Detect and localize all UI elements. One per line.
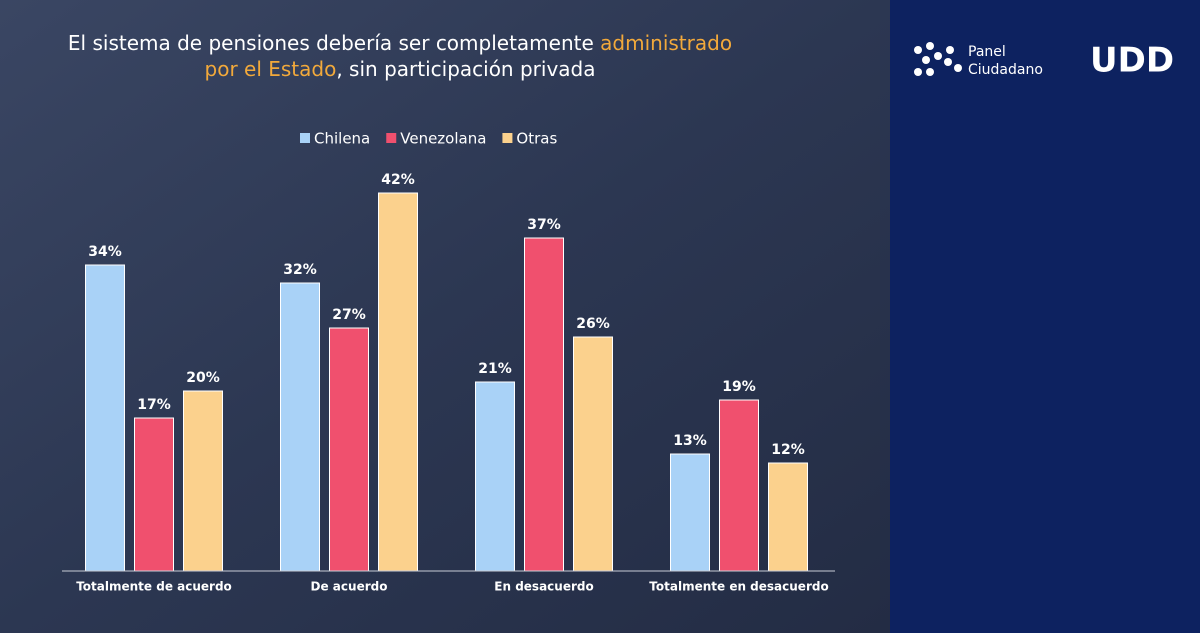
legend-label: Venezolana: [400, 130, 486, 148]
bar: [475, 381, 515, 572]
bar: [670, 453, 710, 572]
bar: [329, 327, 369, 572]
bar: [768, 462, 808, 572]
legend-label: Otras: [516, 130, 557, 148]
value-label: 37%: [527, 217, 561, 233]
side-panel: [890, 0, 1200, 633]
value-label: 34%: [88, 244, 122, 260]
title-part: administrado: [600, 31, 732, 55]
value-label: 20%: [186, 370, 220, 386]
x-tick-label: Totalmente en desacuerdo: [649, 580, 828, 594]
x-tick-label: Totalmente de acuerdo: [76, 580, 232, 594]
legend-swatch: [386, 133, 397, 143]
title-part: por el Estado: [205, 57, 337, 81]
title-part: El sistema de pensiones debería ser comp…: [68, 31, 600, 55]
brand-udd: UDD: [1090, 41, 1174, 81]
value-label: 42%: [381, 172, 415, 188]
chart-title: El sistema de pensiones debería ser comp…: [68, 31, 732, 55]
value-label: 12%: [771, 442, 805, 458]
bar: [719, 399, 759, 572]
legend-label: Chilena: [314, 130, 370, 148]
value-label: 26%: [576, 316, 610, 332]
value-label: 27%: [332, 307, 366, 323]
value-label: 19%: [722, 379, 756, 395]
bar: [183, 390, 223, 572]
value-label: 17%: [137, 397, 171, 413]
x-tick-label: En desacuerdo: [494, 580, 593, 594]
legend-swatch: [502, 133, 513, 143]
legend-swatch: [300, 133, 310, 143]
brand-ciudadano: Ciudadano: [968, 62, 1043, 78]
brand-panel: Panel: [968, 44, 1006, 60]
logo-dots: [914, 42, 962, 76]
value-label: 13%: [673, 433, 707, 449]
bar: [85, 264, 125, 572]
title-part: , sin participación privada: [336, 57, 595, 81]
bar: [573, 336, 613, 572]
value-label: 32%: [283, 262, 317, 278]
value-label: 21%: [478, 361, 512, 377]
bar: [378, 192, 418, 572]
bar: [524, 237, 564, 572]
chart-title: por el Estado, sin participación privada: [205, 57, 596, 81]
bar: [134, 417, 174, 572]
x-tick-label: De acuerdo: [311, 580, 388, 594]
bar: [280, 282, 320, 572]
